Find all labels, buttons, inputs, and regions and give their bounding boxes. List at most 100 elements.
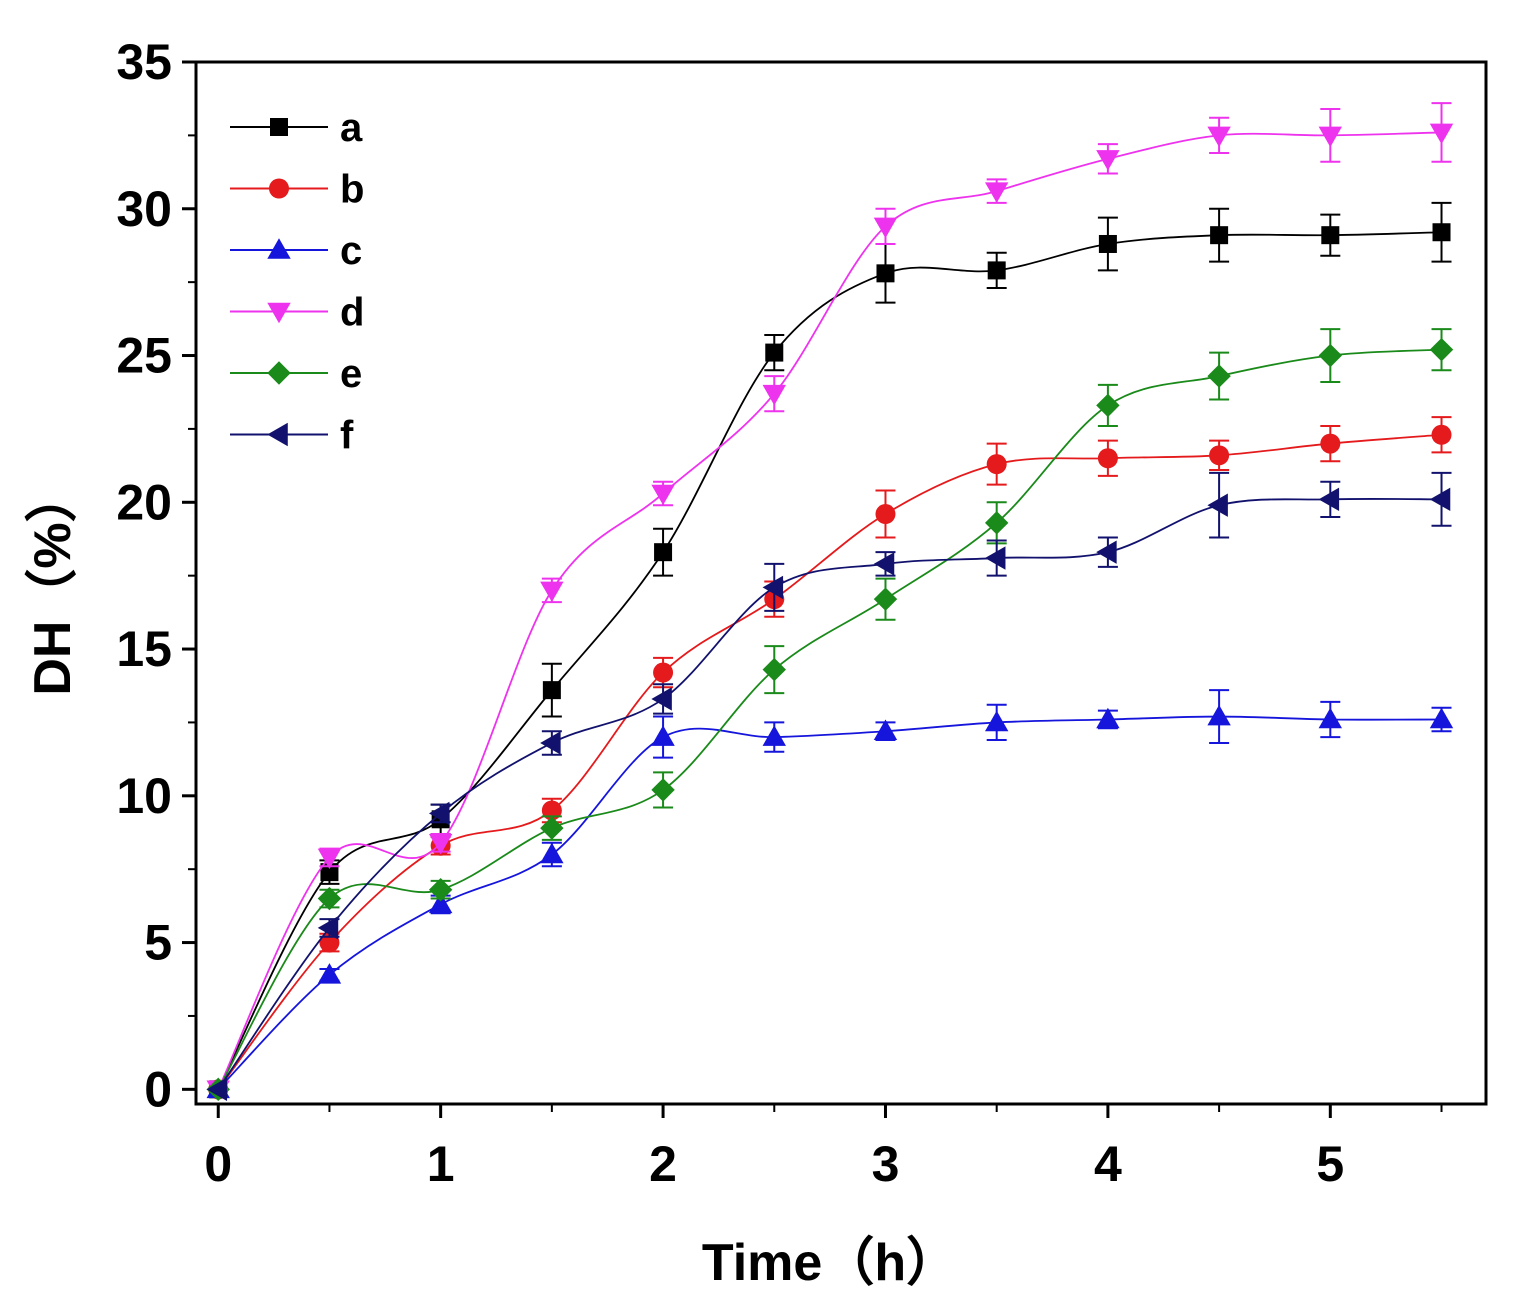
- x-tick-label: 1: [427, 1136, 455, 1192]
- data-point-f: [873, 552, 895, 576]
- legend-marker-b: [269, 178, 289, 199]
- y-tick-label: 10: [116, 768, 172, 824]
- data-point-e: [1207, 364, 1231, 388]
- plot-frame: [194, 60, 1488, 1106]
- y-tick-label: 15: [116, 621, 172, 677]
- data-point-f: [540, 731, 561, 755]
- data-point-d: [1318, 126, 1343, 148]
- data-point-f: [1207, 493, 1228, 517]
- data-point-f: [1429, 487, 1451, 512]
- data-point-e: [540, 816, 564, 840]
- legend-marker-e: [267, 361, 291, 385]
- data-point-a: [876, 264, 895, 283]
- legend-entry-a: a: [230, 106, 363, 150]
- data-point-e: [651, 778, 675, 802]
- data-point-f: [762, 575, 784, 600]
- data-point-a: [320, 863, 339, 882]
- data-point-f: [1318, 487, 1340, 512]
- series-line-a: [217, 231, 1442, 1090]
- data-point-b: [875, 504, 896, 525]
- data-point-a: [1321, 226, 1340, 245]
- data-point-d: [540, 581, 564, 603]
- data-point-f: [206, 1077, 228, 1102]
- data-point-a: [654, 543, 673, 562]
- axes-layer: 0 5 10 15 20 25 30 35 0 1 2 3 4 5: [116, 34, 1488, 1192]
- series-d: [206, 102, 1454, 1102]
- legend-entry-e: e: [230, 352, 362, 396]
- data-point-d: [1096, 150, 1120, 171]
- legend-label-d: d: [340, 291, 364, 335]
- y-axis-title: DH（%）: [24, 470, 82, 695]
- data-point-f: [1096, 540, 1117, 564]
- series-a: [209, 201, 1452, 1099]
- series-f: [206, 471, 1452, 1102]
- y-tick-label: 35: [116, 34, 172, 90]
- y-tick-label: 25: [116, 328, 172, 384]
- data-point-b: [1097, 448, 1118, 469]
- plot-layer: [206, 102, 1454, 1102]
- data-point-e: [762, 657, 786, 682]
- x-tick-label: 2: [649, 1136, 677, 1192]
- series-c: [206, 689, 1454, 1099]
- series-line-f: [217, 498, 1442, 1090]
- data-point-a: [542, 681, 561, 700]
- data-point-a: [1432, 223, 1451, 242]
- x-tick-label: 4: [1094, 1136, 1122, 1192]
- data-point-e: [1429, 337, 1454, 362]
- series-line-b: [217, 433, 1442, 1090]
- data-point-f: [651, 687, 672, 711]
- legend-entry-b: b: [230, 168, 364, 212]
- data-point-e: [428, 878, 453, 902]
- series-e: [206, 328, 1454, 1102]
- data-point-c: [762, 725, 786, 746]
- legend-marker-c: [267, 238, 291, 259]
- series-line-d: [217, 131, 1442, 1090]
- data-point-f: [428, 801, 450, 826]
- data-point-c: [651, 725, 675, 746]
- data-point-d: [1429, 123, 1454, 145]
- data-point-c: [1207, 704, 1231, 726]
- data-point-d: [651, 484, 675, 506]
- x-axis-title: Time（h）: [702, 1234, 958, 1292]
- data-point-e: [1096, 393, 1120, 418]
- series-line-e: [217, 348, 1442, 1090]
- data-point-d: [317, 848, 342, 870]
- legend-label-b: b: [340, 168, 364, 212]
- data-point-b: [1320, 433, 1341, 454]
- y-tick-label: 0: [144, 1061, 172, 1117]
- data-point-c: [540, 842, 564, 864]
- data-point-e: [317, 886, 342, 911]
- x-tick-label: 5: [1316, 1136, 1344, 1192]
- data-point-c: [1318, 707, 1343, 729]
- data-point-d: [428, 833, 453, 855]
- data-point-f: [984, 546, 1006, 570]
- data-point-c: [1096, 707, 1120, 729]
- data-point-c: [428, 892, 453, 914]
- data-point-b: [1431, 424, 1452, 445]
- data-point-a: [765, 343, 784, 362]
- legend-entry-f: f: [230, 414, 354, 458]
- data-point-e: [1318, 343, 1343, 368]
- series-b: [208, 416, 1452, 1100]
- data-point-d: [762, 384, 786, 406]
- data-point-d: [873, 217, 898, 239]
- legend-label-f: f: [340, 414, 354, 458]
- legend-entry-d: d: [230, 291, 364, 335]
- data-point-e: [984, 511, 1009, 535]
- x-tick-label: 3: [872, 1136, 900, 1192]
- data-point-c: [984, 710, 1009, 732]
- legend-label-c: c: [340, 229, 362, 273]
- data-point-d: [1207, 126, 1231, 148]
- data-point-b: [1209, 445, 1230, 466]
- data-point-c: [1429, 707, 1454, 729]
- legend-marker-d: [267, 302, 291, 324]
- legend-entry-c: c: [230, 229, 362, 273]
- data-point-c: [317, 963, 342, 984]
- data-point-f: [317, 916, 339, 940]
- data-point-d: [984, 182, 1009, 203]
- data-point-e: [873, 587, 898, 611]
- y-tick-label: 5: [144, 915, 172, 971]
- series-line-c: [217, 715, 1442, 1090]
- data-point-a: [987, 261, 1006, 280]
